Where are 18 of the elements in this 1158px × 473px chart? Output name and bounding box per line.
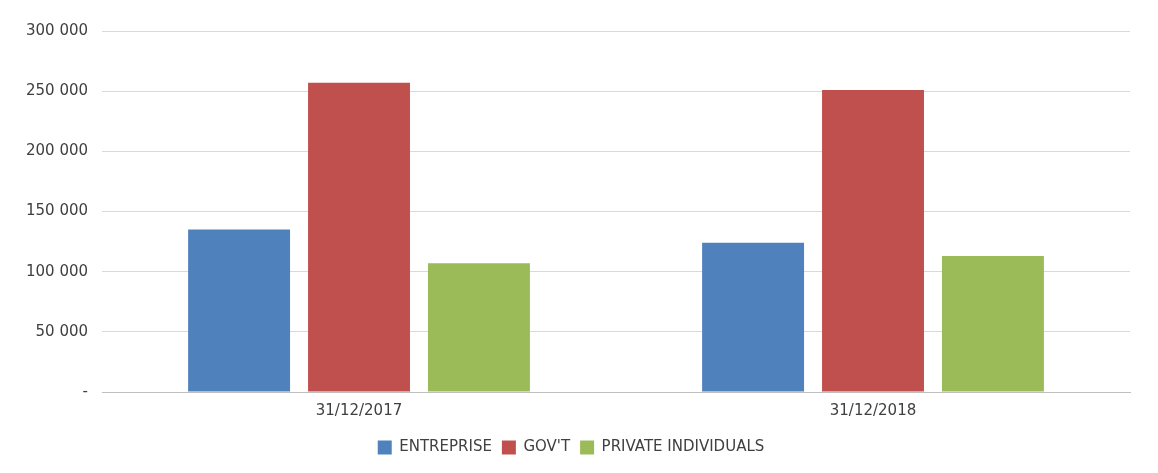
bar [822,89,924,392]
y-tick-label: 50 000 [35,321,89,340]
y-tick-label: 300 000 [26,20,89,39]
x-tick-label: 31/12/2018 [829,400,917,419]
y-tick-label: 250 000 [26,81,89,100]
legend-label: PRIVATE INDIVIDUALS [601,437,765,456]
y-tick-label: - [82,381,89,400]
bar [188,229,291,392]
legend-label: ENTREPRISE [399,437,492,456]
bar [308,82,410,392]
bar [702,242,805,392]
legend-label: GOV'T [523,437,571,456]
bar [941,256,1044,392]
y-tick-label: 100 000 [26,261,89,280]
x-tick-label: 31/12/2017 [315,400,403,419]
bar [427,263,530,392]
y-tick-label: 150 000 [26,201,89,220]
y-tick-label: 200 000 [26,141,89,160]
